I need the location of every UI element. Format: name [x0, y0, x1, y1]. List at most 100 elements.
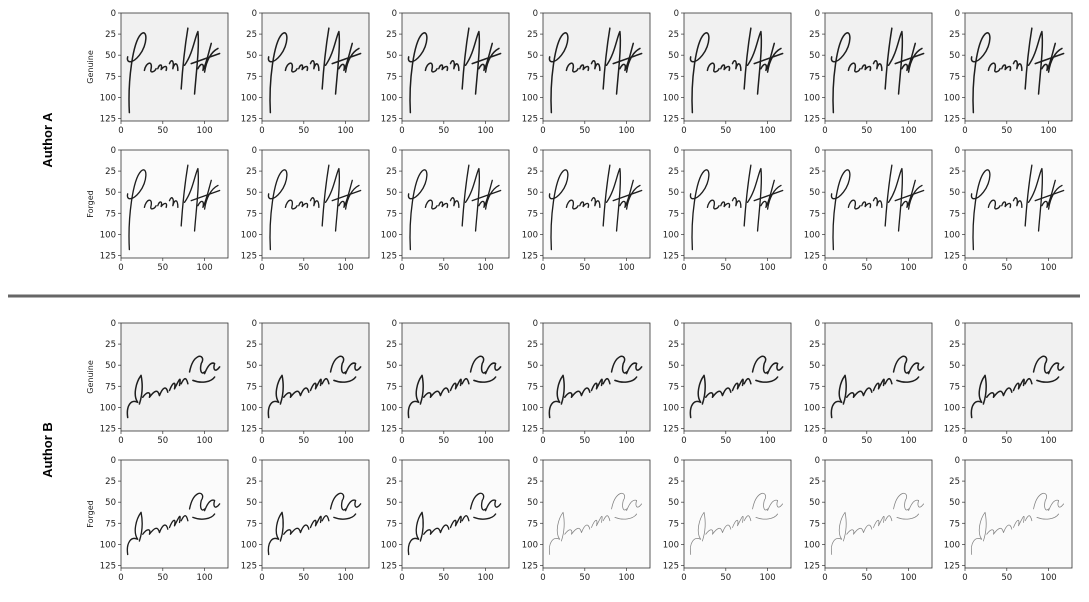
signature-strokes — [407, 164, 502, 251]
y-tick-label: 125 — [663, 114, 679, 124]
panel-frame — [120, 459, 229, 569]
signature-stroke — [861, 201, 872, 209]
signature-stroke — [1001, 201, 1012, 209]
signature-stroke — [873, 515, 893, 528]
signature-stroke — [689, 32, 710, 114]
y-tick-label: 50 — [809, 51, 820, 61]
signature-stroke — [424, 199, 438, 210]
signature-stroke — [1024, 164, 1043, 232]
signature-stroke — [298, 64, 309, 72]
x-tick-label: 50 — [861, 436, 872, 446]
signature-stroke — [1013, 515, 1033, 528]
signature-stroke — [614, 362, 643, 383]
x-tick-label: 0 — [118, 126, 123, 136]
y-tick-label: 50 — [386, 188, 397, 198]
x-tick-label: 50 — [579, 573, 590, 583]
x-tick-label: 100 — [1040, 126, 1056, 136]
y-tick-label: 25 — [668, 167, 679, 177]
y-tick-label: 25 — [386, 340, 397, 350]
y-tick-label: 25 — [809, 340, 820, 350]
signature-stroke — [602, 27, 622, 95]
y-tick-label: 75 — [386, 209, 397, 219]
signature-stroke — [563, 387, 591, 399]
x-tick-label: 100 — [337, 436, 353, 446]
y-tick-label: 75 — [246, 382, 257, 392]
y-tick-label: 50 — [386, 361, 397, 371]
signature-stroke — [985, 387, 1013, 399]
signature-strokes — [126, 492, 221, 556]
signature-strokes — [970, 355, 1065, 419]
y-tick-label: 0 — [252, 146, 257, 156]
x-tick-label: 0 — [540, 573, 545, 583]
signature-stroke — [970, 169, 991, 251]
x-tick-label: 100 — [196, 126, 212, 136]
signature-stroke — [753, 179, 784, 210]
panel-frame — [683, 149, 792, 259]
panel-frame — [261, 322, 370, 432]
y-tick-label: 25 — [386, 167, 397, 177]
y-tick-label: 50 — [527, 361, 538, 371]
y-tick-label: 50 — [386, 498, 397, 508]
x-tick-label: 100 — [337, 126, 353, 136]
y-tick-label: 0 — [392, 9, 397, 19]
x-tick-label: 0 — [822, 436, 827, 446]
x-tick-label: 0 — [259, 263, 264, 273]
x-tick-label: 0 — [962, 436, 967, 446]
x-tick-label: 50 — [157, 436, 168, 446]
x-tick-label: 50 — [438, 126, 449, 136]
signature-stroke — [469, 492, 487, 511]
signature-stroke — [143, 199, 157, 210]
x-tick-label: 0 — [822, 126, 827, 136]
signature-stroke — [847, 199, 861, 210]
y-tick-label: 100 — [804, 230, 820, 240]
panel-frame — [964, 149, 1073, 259]
y-tick-label: 125 — [241, 424, 257, 434]
x-tick-label: 100 — [477, 573, 493, 583]
signature-stroke — [565, 199, 579, 210]
y-tick-label: 25 — [668, 477, 679, 487]
y-tick-label: 75 — [386, 382, 397, 392]
signature-stroke — [872, 60, 883, 72]
y-tick-label: 50 — [949, 51, 960, 61]
signature-stroke — [267, 374, 284, 419]
signature-stroke — [689, 374, 706, 419]
panel-frame — [683, 459, 792, 569]
y-tick-label: 100 — [522, 403, 538, 413]
y-tick-label: 100 — [381, 540, 397, 550]
y-tick-label: 125 — [663, 251, 679, 261]
signature-stroke — [461, 164, 480, 232]
signature-stroke — [755, 362, 784, 383]
signature-stroke — [894, 179, 925, 210]
signature-stroke — [732, 515, 752, 528]
signature-stroke — [830, 511, 847, 555]
y-tick-label: 75 — [809, 209, 820, 219]
y-tick-label: 125 — [522, 251, 538, 261]
y-tick-label: 75 — [527, 519, 538, 529]
y-tick-label: 50 — [668, 361, 679, 371]
y-tick-label: 25 — [105, 477, 116, 487]
y-tick-label: 75 — [949, 72, 960, 82]
y-tick-label: 100 — [944, 540, 960, 550]
panel-frame — [261, 12, 370, 122]
signature-strokes — [126, 27, 221, 114]
x-tick-label: 0 — [259, 573, 264, 583]
x-tick-label: 100 — [618, 573, 634, 583]
signature-stroke — [423, 524, 450, 535]
signature-stroke — [720, 64, 731, 72]
y-tick-label: 50 — [105, 361, 116, 371]
signature-stroke — [987, 62, 1001, 73]
signature-stroke — [1036, 362, 1065, 383]
y-tick-label: 75 — [809, 382, 820, 392]
x-tick-label: 0 — [118, 436, 123, 446]
y-tick-label: 100 — [241, 230, 257, 240]
signature-stroke — [267, 32, 288, 114]
signature-stroke — [704, 387, 732, 399]
signature-stroke — [473, 362, 502, 383]
y-tick-label: 75 — [668, 382, 679, 392]
x-tick-label: 100 — [759, 126, 775, 136]
